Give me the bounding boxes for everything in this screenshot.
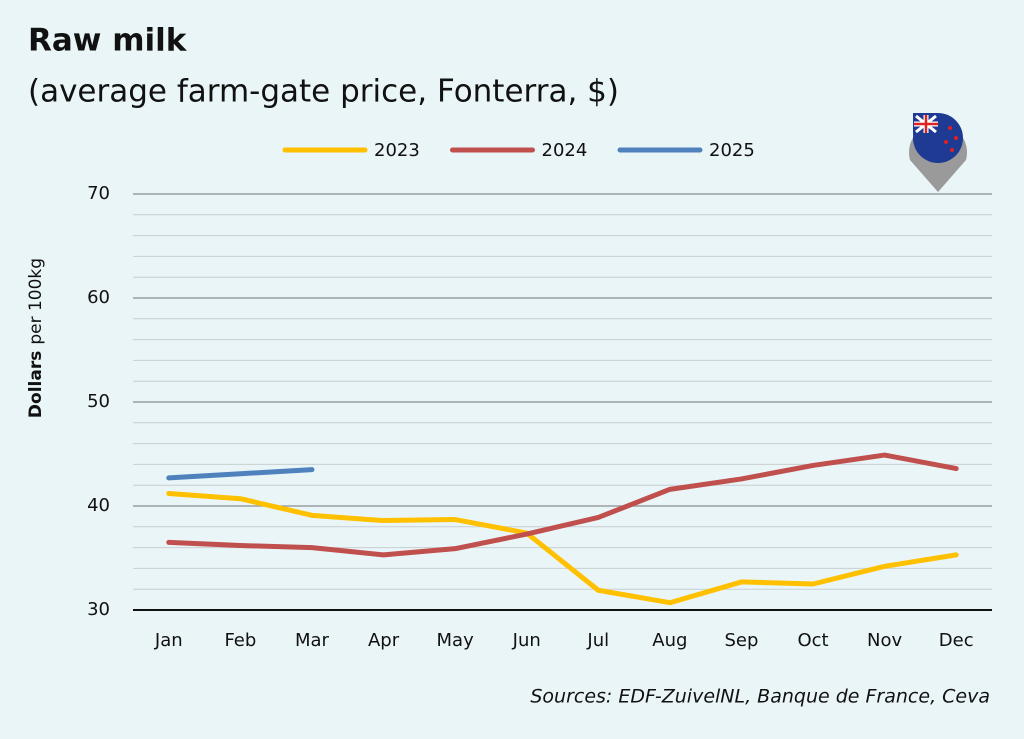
x-tick-label: Oct xyxy=(797,630,828,651)
source: Sources: EDF-ZuivelNL, Banque de France,… xyxy=(530,686,990,708)
x-tick-label: Jun xyxy=(512,630,541,651)
x-tick-label: Nov xyxy=(867,630,902,651)
series-line xyxy=(166,467,315,481)
x-tick-label: Aug xyxy=(652,630,687,651)
y-axis-label-main: Dollars xyxy=(26,351,46,418)
flag-pin xyxy=(908,113,968,192)
chart-title: Raw milk xyxy=(28,23,188,59)
legend-label: 2023 xyxy=(374,140,420,161)
series-line xyxy=(166,452,959,558)
y-tick-label: 50 xyxy=(87,391,110,412)
x-tick-label: Jan xyxy=(154,630,183,651)
y-tick-label: 60 xyxy=(87,287,110,308)
x-tick-label: Mar xyxy=(295,630,330,651)
chart-subtitle: (average farm-gate price, Fonterra, $) xyxy=(28,74,619,110)
legend-label: 2024 xyxy=(542,140,588,161)
legend-label: 2025 xyxy=(709,140,755,161)
y-axis-label: Dollars per 100kg xyxy=(26,258,46,418)
y-tick-label: 30 xyxy=(87,599,110,620)
x-tick-label: Sep xyxy=(724,630,758,651)
x-tick-label: May xyxy=(437,630,475,651)
series-line xyxy=(166,491,959,606)
y-tick-label: 40 xyxy=(87,495,110,516)
x-tick-label: Apr xyxy=(368,630,400,651)
y-tick-label: 70 xyxy=(87,183,110,204)
x-tick-label: Dec xyxy=(939,630,974,651)
y-axis-label-unit: per 100kg xyxy=(26,258,46,345)
x-tick-label: Feb xyxy=(224,630,256,651)
x-tick-label: Jul xyxy=(586,630,609,651)
